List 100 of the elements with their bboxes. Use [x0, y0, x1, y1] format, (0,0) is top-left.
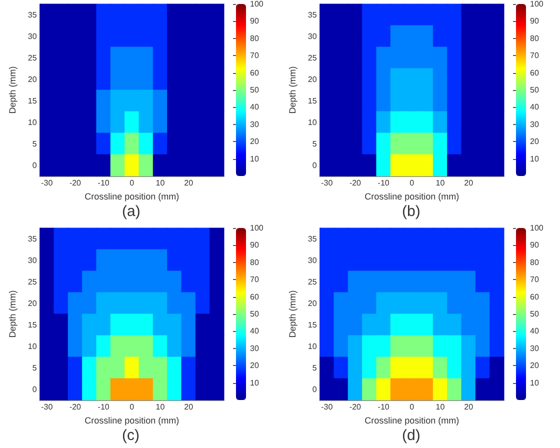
y-tick-label: 35 — [28, 10, 38, 20]
x-tick-label: -30 — [41, 178, 54, 188]
x-tick-label: -10 — [378, 402, 390, 412]
x-tick-label: -30 — [321, 178, 334, 188]
y-tick-label: 15 — [308, 320, 318, 330]
color-bar-label: 30 — [250, 344, 260, 353]
y-tick-label: 0 — [312, 160, 318, 170]
x-tick-label: 20 — [184, 178, 194, 188]
color-bar-label: 80 — [250, 34, 260, 43]
x-axis-title: Crossline position (mm) — [84, 192, 180, 202]
y-tick-label: 30 — [308, 256, 318, 265]
x-tick-label: 20 — [464, 402, 474, 412]
color-bar-label: 20 — [250, 137, 260, 146]
y-tick-label: 0 — [32, 384, 38, 394]
y-tick-label: 0 — [312, 384, 318, 394]
text: (c) — [122, 427, 140, 444]
color-bar-label: 20 — [250, 361, 260, 370]
color-bar-label: 90 — [530, 240, 540, 250]
color-bar-label: 60 — [250, 292, 260, 302]
y-tick-label: 20 — [308, 74, 318, 84]
color-bar-label: 70 — [250, 275, 260, 284]
y-tick-label: 5 — [32, 139, 38, 148]
color-bar-label: 90 — [250, 16, 260, 26]
color-bar-label: 50 — [530, 86, 540, 94]
x-tick-label: -10 — [98, 178, 110, 188]
x-tick-label: -30 — [41, 402, 54, 412]
x-tick-label: 10 — [156, 402, 166, 412]
color-bar-label: 20 — [530, 137, 540, 146]
x-tick-label: 20 — [184, 402, 194, 412]
color-bar-label: 10 — [250, 378, 260, 388]
x-tick-label: 0 — [130, 402, 135, 412]
y-tick-label: 35 — [308, 234, 318, 244]
y-axis-title: Depth (mm) — [8, 66, 18, 114]
text: (a) — [122, 203, 140, 220]
y-tick-label: 20 — [28, 298, 38, 308]
y-axis-title: Depth (mm) — [8, 290, 18, 338]
x-axis-title: Crossline position (mm) — [364, 416, 460, 426]
color-bar-label: 100 — [250, 0, 264, 8]
y-tick-label: 35 — [28, 234, 38, 244]
y-tick-label: 5 — [32, 363, 38, 372]
x-tick-label: -20 — [69, 402, 82, 412]
color-bar-label: 10 — [530, 154, 540, 164]
color-bar-label: 80 — [250, 258, 260, 267]
x-axis-title: Crossline position (mm) — [84, 416, 180, 426]
x-tick-label: -10 — [378, 178, 390, 188]
y-tick-label: 0 — [32, 160, 38, 170]
x-tick-label: -20 — [349, 178, 362, 188]
y-tick-label: 5 — [312, 363, 318, 372]
x-tick-label: 10 — [156, 178, 166, 188]
color-bar-label: 40 — [250, 102, 260, 112]
color-bar-label: 60 — [250, 68, 260, 78]
y-tick-label: 15 — [28, 96, 38, 106]
y-tick-label: 35 — [308, 10, 318, 20]
color-bar-label: 100 — [530, 0, 544, 8]
y-tick-label: 10 — [308, 342, 318, 351]
x-tick-label: 20 — [464, 178, 474, 188]
y-tick-label: 15 — [308, 96, 318, 106]
x-tick-label: -10 — [98, 402, 110, 412]
y-tick-label: 30 — [28, 32, 38, 41]
y-tick-label: 10 — [308, 118, 318, 127]
color-bar-label: 50 — [250, 310, 260, 318]
y-axis-title: Depth (mm) — [288, 290, 298, 338]
color-bar-label: 30 — [250, 120, 260, 129]
y-axis-title: Depth (mm) — [288, 66, 298, 114]
color-bar-label: 10 — [530, 378, 540, 388]
color-bar-label: 60 — [530, 68, 540, 78]
x-tick-label: 0 — [410, 178, 415, 188]
color-bar-label: 40 — [530, 326, 540, 336]
y-tick-label: 30 — [28, 256, 38, 265]
x-tick-label: -20 — [349, 402, 362, 412]
x-tick-label: 10 — [436, 402, 446, 412]
color-bar-label: 80 — [530, 258, 540, 267]
color-bar-label: 40 — [250, 326, 260, 336]
color-bar-label: 60 — [530, 292, 540, 302]
y-tick-label: 25 — [308, 277, 318, 286]
color-bar-label: 90 — [530, 16, 540, 26]
x-tick-label: 0 — [410, 402, 415, 412]
y-tick-label: 25 — [28, 53, 38, 62]
color-bar-label: 70 — [250, 51, 260, 60]
text: (d) — [402, 427, 420, 444]
color-bar-label: 80 — [530, 34, 540, 43]
color-bar-label: 90 — [250, 240, 260, 250]
y-tick-label: 10 — [28, 342, 38, 351]
text: (b) — [402, 203, 420, 220]
color-bar-label: 70 — [530, 51, 540, 60]
y-tick-label: 25 — [308, 53, 318, 62]
y-tick-label: 10 — [28, 118, 38, 127]
x-tick-label: 10 — [436, 178, 446, 188]
color-bar-label: 30 — [530, 120, 540, 129]
color-bar-label: 50 — [250, 86, 260, 94]
color-bar-label: 30 — [530, 344, 540, 353]
x-tick-label: 0 — [130, 178, 135, 188]
y-tick-label: 20 — [28, 74, 38, 84]
x-tick-label: -20 — [69, 178, 82, 188]
x-axis-title: Crossline position (mm) — [364, 192, 460, 202]
color-bar-label: 20 — [530, 361, 540, 370]
x-tick-label: -30 — [321, 402, 334, 412]
color-bar-label: 70 — [530, 275, 540, 284]
color-bar-label: 50 — [530, 310, 540, 318]
y-tick-label: 30 — [308, 32, 318, 41]
